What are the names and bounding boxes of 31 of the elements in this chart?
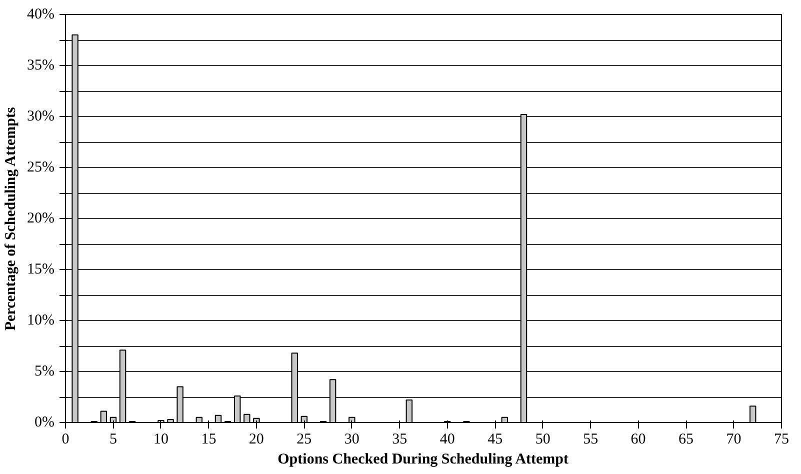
x-tick-label: 75 [774,432,789,448]
y-tick-label: 30% [27,108,55,124]
y-tick-label: 25% [27,160,55,176]
x-tick-label: 15 [201,432,216,448]
y-tick-label: 40% [27,6,55,22]
x-tick-label: 0 [62,432,70,448]
y-tick-label: 0% [34,414,55,430]
x-axis-title: Options Checked During Scheduling Attempt [278,452,569,468]
x-tick-label: 10 [153,432,168,448]
x-tick-label: 30 [344,432,360,448]
y-tick-label: 35% [27,58,55,74]
x-tick-label: 50 [535,432,550,448]
x-tick-label: 40 [440,432,455,448]
x-tick-label: 35 [392,432,408,448]
x-tick-label: 20 [248,432,264,448]
x-tick-label: 70 [726,432,742,448]
y-axis-title: Percentage of Scheduling Attempts [3,107,20,331]
bar [100,410,108,422]
bar [749,406,756,422]
x-tick-label: 65 [678,432,694,448]
x-tick-label: 55 [583,432,598,448]
x-tick-label: 25 [296,432,312,448]
bar [244,414,250,422]
x-tick-label: 45 [488,432,503,448]
x-tick-label: 60 [630,432,646,448]
y-tick-label: 5% [34,364,55,380]
y-tick-label: 20% [27,210,55,226]
x-tick-label: 5 [109,432,117,448]
y-tick-label: 15% [27,262,55,278]
bar [214,414,222,422]
y-tick-label: 10% [27,312,55,328]
